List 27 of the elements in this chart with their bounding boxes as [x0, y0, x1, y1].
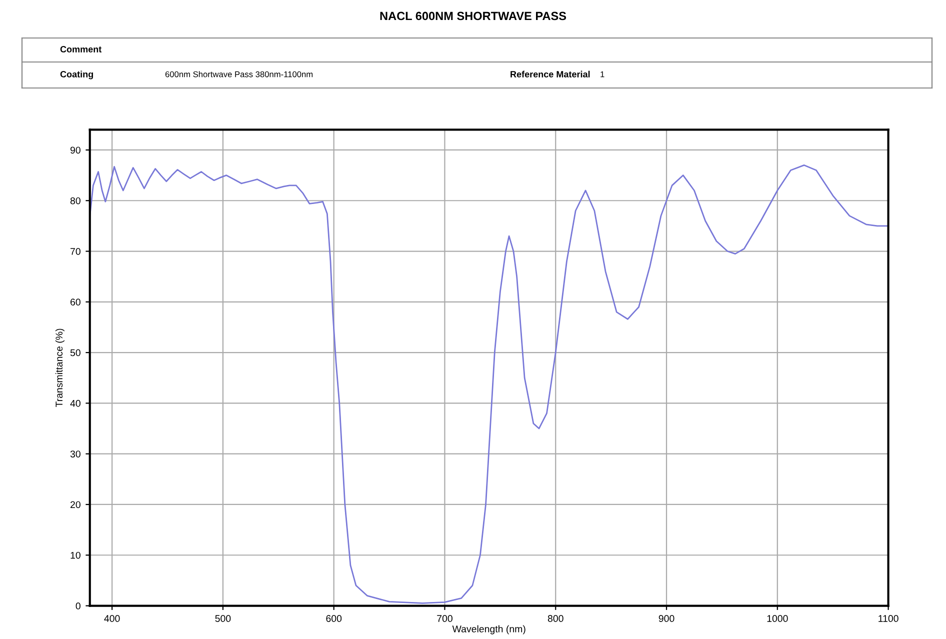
x-tick-label: 800 [548, 615, 564, 622]
y-tick-label: 70 [70, 248, 80, 255]
x-tick-label: 1000 [767, 615, 788, 622]
y-tick-label: 80 [70, 197, 80, 204]
y-tick-label: 30 [70, 450, 80, 458]
text: 600nm Shortwave Pass 380nm-1100nm [165, 71, 313, 78]
y-tick-label: 50 [70, 349, 80, 356]
text: Reference Material [510, 70, 590, 78]
y-tick-label: 20 [70, 501, 80, 508]
x-tick-label: 500 [215, 615, 231, 622]
x-tick-label: 1100 [878, 615, 898, 622]
line-series [90, 164, 888, 604]
y-tick-label: 40 [70, 400, 80, 407]
y-tick-label: 0 [76, 602, 80, 610]
y-tick-label: 90 [70, 146, 80, 154]
text: 1 [600, 71, 604, 78]
x-tick-label: 700 [437, 615, 452, 622]
y-tick-label: 10 [70, 552, 80, 559]
text: Comment [60, 46, 102, 52]
chart-title: NACL 600NM SHORTWAVE PASS [380, 12, 566, 20]
x-tick-label: 400 [104, 615, 120, 622]
text: Coating [60, 70, 93, 80]
y-tick-label: 60 [70, 298, 80, 306]
x-tick-label: 900 [658, 615, 674, 622]
y-axis-title: Transmittance (%) [55, 328, 64, 408]
x-tick-label: 600 [326, 615, 342, 622]
x-axis-title: Wavelength (nm) [452, 625, 526, 634]
